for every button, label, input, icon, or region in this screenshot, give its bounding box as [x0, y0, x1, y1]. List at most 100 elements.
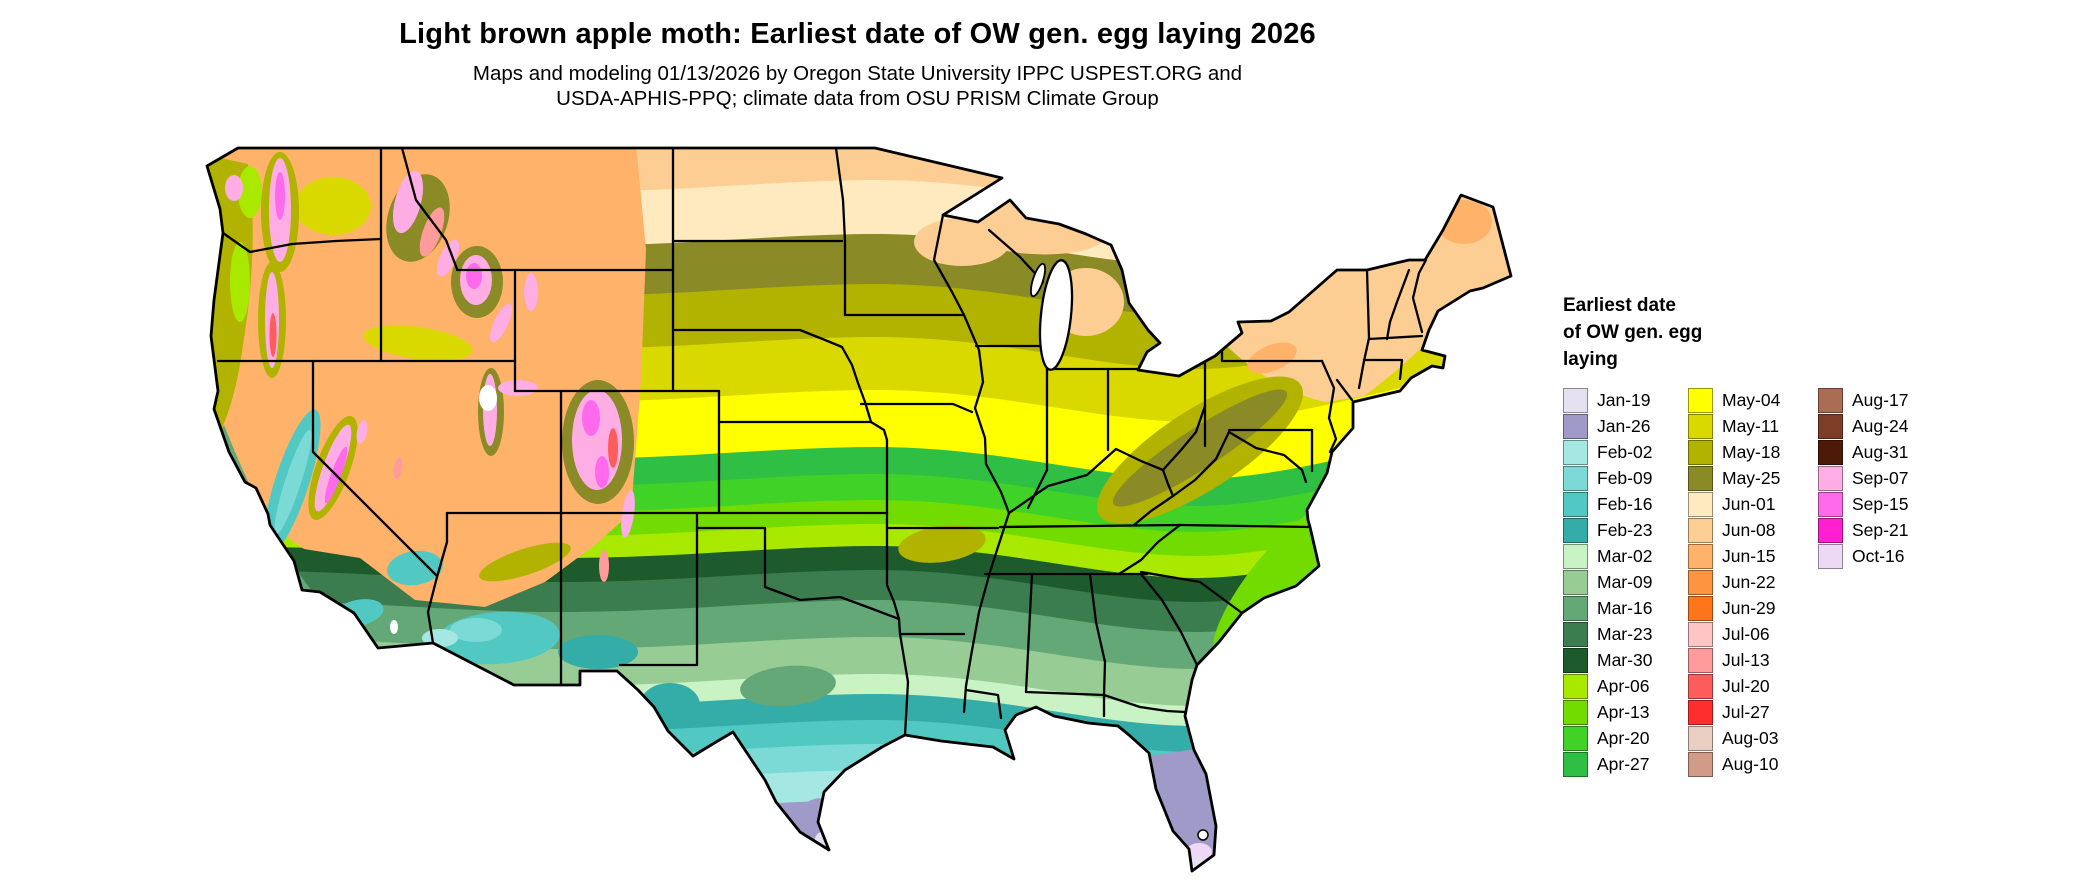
- salton-sea: [390, 620, 398, 634]
- legend-item: Aug-17: [1818, 387, 1908, 413]
- map-region-overlay-Jan-26: [1150, 748, 1217, 871]
- legend-item: Jun-08: [1688, 517, 1818, 543]
- legend-label: Feb-02: [1597, 441, 1653, 462]
- legend-swatch: [1688, 439, 1713, 465]
- legend-label: Jul-27: [1722, 701, 1770, 722]
- legend-entries: Jan-19 Jan-26 Feb-02 Feb-09 Feb-16 Feb-23 Mar-…: [1563, 387, 1908, 777]
- legend-swatch: [1818, 491, 1843, 517]
- legend-label: Feb-16: [1597, 493, 1653, 514]
- state-border: [671, 328, 844, 349]
- legend-swatch: [1818, 413, 1843, 439]
- legend-label: Apr-27: [1597, 753, 1650, 774]
- legend-item: Sep-15: [1818, 491, 1908, 517]
- map-region-overlay-Feb-09: [274, 429, 312, 535]
- great-lakes-layer: [1030, 259, 1074, 371]
- legend-label: Sep-21: [1852, 519, 1909, 540]
- legend-label: Mar-02: [1597, 545, 1653, 566]
- state-border: [840, 345, 873, 424]
- lake-michigan: [1038, 259, 1074, 371]
- legend-label: Mar-16: [1597, 597, 1653, 618]
- state-border: [1357, 268, 1371, 390]
- legend-item: Oct-16: [1818, 543, 1908, 569]
- map-region-overlay-Mar-16: [218, 425, 318, 608]
- state-border: [1335, 378, 1354, 402]
- legend-label: Jun-29: [1722, 597, 1776, 618]
- legend-label: Apr-20: [1597, 727, 1650, 748]
- legend-swatch: [1688, 543, 1713, 569]
- legend-swatch: [1563, 751, 1588, 777]
- map-region-overlay-Jul-13: [599, 550, 609, 582]
- state-border: [1385, 268, 1411, 341]
- map-region-overlay-Sep-07: [436, 239, 460, 277]
- map-band-Jan-26: [207, 774, 1511, 871]
- state-border: [964, 688, 1003, 720]
- legend-label: May-04: [1722, 389, 1781, 410]
- legend-item: Mar-02: [1563, 543, 1688, 569]
- legend-item: Jan-19: [1563, 387, 1688, 413]
- page-title: Light brown apple moth: Earliest date of…: [399, 18, 1316, 50]
- map-region-overlay-Jul-13: [393, 457, 403, 479]
- map-region-overlay-Jun-15: [1436, 200, 1492, 244]
- legend-swatch: [1688, 465, 1713, 491]
- map-region-overlay-Jun-15: [1247, 342, 1297, 374]
- legend-swatch: [1563, 595, 1588, 621]
- legend-label: Feb-23: [1597, 519, 1653, 540]
- state-border: [1088, 572, 1107, 697]
- state-border: [932, 213, 966, 317]
- legend-swatch: [1563, 439, 1588, 465]
- legend-swatch: [1563, 725, 1588, 751]
- legend-item: Apr-13: [1563, 699, 1688, 725]
- legend-item: Jun-15: [1688, 543, 1818, 569]
- legend-swatch: [1688, 387, 1713, 413]
- legend-swatch: [1688, 699, 1713, 725]
- map-region-overlay-Feb-09: [450, 618, 502, 642]
- us-map: [205, 146, 1513, 873]
- legend-label: Sep-07: [1852, 467, 1909, 488]
- us-outline: [205, 146, 1513, 873]
- state-border: [885, 511, 901, 621]
- map-band-Feb-16: [207, 694, 1511, 871]
- state-border: [1227, 430, 1308, 484]
- legend-item: Jul-20: [1688, 673, 1818, 699]
- legend-item: Sep-07: [1818, 465, 1908, 491]
- legend-label: Apr-06: [1597, 675, 1650, 696]
- legend-label: May-25: [1722, 467, 1781, 488]
- map-region-overlay-Sep-07: [225, 175, 243, 201]
- state-border: [1024, 572, 1034, 694]
- state-border: [1178, 523, 1312, 529]
- legend-item: Mar-23: [1563, 621, 1688, 647]
- legend-swatch: [1563, 543, 1588, 569]
- legend-item: May-18: [1688, 439, 1818, 465]
- state-border: [1139, 572, 1199, 667]
- subtitle-line-2: USDA-APHIS-PPQ; climate data from OSU PR…: [556, 87, 1159, 110]
- state-border: [1171, 430, 1231, 498]
- legend-label: Jun-22: [1722, 571, 1776, 592]
- legend-label: Aug-31: [1852, 441, 1909, 462]
- map-region-overlay-Sep-07: [498, 380, 538, 396]
- legend-item: Jun-29: [1688, 595, 1818, 621]
- legend-item: Feb-02: [1563, 439, 1688, 465]
- legend-label: May-18: [1722, 441, 1781, 462]
- state-border: [859, 402, 974, 414]
- legend-swatch: [1818, 543, 1843, 569]
- state-border: [311, 359, 438, 577]
- map-region-overlay-Feb-23: [640, 683, 700, 727]
- state-border: [1367, 334, 1424, 341]
- map-region-overlay-Apr-06: [230, 242, 250, 322]
- legend-label: Jun-15: [1722, 545, 1776, 566]
- legend-item: Jul-27: [1688, 699, 1818, 725]
- legend-item: Jun-22: [1688, 569, 1818, 595]
- legend-item: Jul-06: [1688, 621, 1818, 647]
- state-border: [1411, 258, 1428, 334]
- legend-label: Aug-03: [1722, 727, 1779, 748]
- state-border: [962, 313, 1011, 714]
- legend-item: Apr-20: [1563, 725, 1688, 751]
- map-region-overlay-Sep-15: [466, 263, 482, 289]
- legend-item: Aug-24: [1818, 413, 1908, 439]
- map-region-overlay-Jun-15: [207, 148, 646, 607]
- legend-item: Sep-21: [1818, 517, 1908, 543]
- state-border: [1117, 523, 1182, 576]
- map-band-Feb-02: [207, 744, 1511, 871]
- map-region-overlay-Feb-16: [387, 550, 443, 586]
- state-borders-layer: [216, 148, 1428, 737]
